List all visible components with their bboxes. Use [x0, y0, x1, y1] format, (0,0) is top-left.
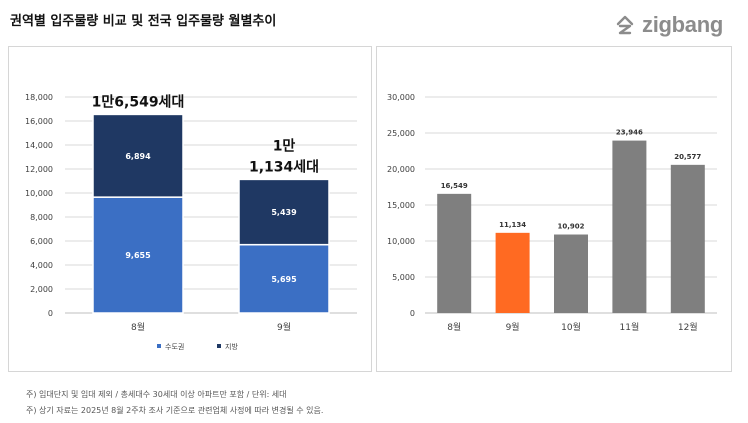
- monthly-trend-bar-chart: 0 5,000 10,000 15,000 20,000 25,000 30,000 16,5…: [387, 93, 717, 333]
- bar-capital-area: [238, 243, 330, 314]
- x-category-label: 12월: [678, 321, 698, 333]
- bar-regional-area: [238, 178, 330, 246]
- brand-logo: zigbang: [614, 12, 723, 38]
- legend-swatch-regional: [217, 344, 221, 348]
- x-category-label: 10월: [561, 321, 581, 333]
- x-category-label: 11월: [620, 321, 640, 333]
- bar-capital-area: [92, 196, 184, 314]
- bar-month: [554, 234, 588, 313]
- y-tick-label: 16,000: [25, 117, 53, 126]
- bar-value-label: 16,549: [441, 182, 468, 190]
- total-label: 1만6,549세대: [92, 94, 185, 110]
- y-tick-label: 10,000: [25, 189, 53, 198]
- bar-value-label: 9,655: [125, 251, 151, 260]
- y-tick-label: 8,000: [30, 213, 53, 222]
- bar-value-label: 20,577: [674, 153, 701, 161]
- y-tick-label: 2,000: [30, 285, 53, 294]
- y-tick-label: 0: [410, 309, 415, 318]
- y-tick-label: 6,000: [30, 237, 53, 246]
- x-category-label: 9월: [277, 321, 291, 333]
- bar-value-label: 10,902: [557, 223, 584, 231]
- y-tick-label: 15,000: [387, 201, 415, 210]
- bar-regional-area: [92, 113, 184, 198]
- bar-value-label: 5,695: [271, 275, 297, 284]
- total-label: 1만 1,134세대: [249, 138, 319, 175]
- legend-label-regional: 지방: [225, 342, 238, 351]
- page-title: 권역별 입주물량 비교 및 전국 입주물량 월별추이: [10, 14, 277, 29]
- y-tick-label: 20,000: [387, 165, 415, 174]
- legend-swatch-capital: [157, 344, 161, 348]
- y-tick-label: 18,000: [25, 93, 53, 102]
- total-label-line: 1,134세대: [249, 159, 319, 175]
- regional-comparison-panel: 0 2,000 4,000 6,000 8,000 10,000 12,000 14,000 1…: [8, 46, 372, 372]
- brand-name: zigbang: [642, 12, 724, 37]
- bar-month: [612, 140, 647, 313]
- regional-stacked-bar-chart: 0 2,000 4,000 6,000 8,000 10,000 12,000 14,000 1…: [25, 93, 357, 351]
- bar-value-label: 6,894: [125, 152, 151, 161]
- bar-month: [670, 164, 705, 313]
- bar-value-label: 23,946: [616, 129, 643, 137]
- bar-highlighted-month: [495, 232, 530, 313]
- monthly-trend-panel: 0 5,000 10,000 15,000 20,000 25,000 30,000 16,5…: [376, 46, 732, 372]
- y-tick-label: 14,000: [25, 141, 53, 150]
- y-tick-label: 12,000: [25, 165, 53, 174]
- bar-value-label: 11,134: [499, 221, 526, 229]
- y-tick-label: 25,000: [387, 129, 415, 138]
- x-category-label: 8월: [131, 321, 145, 333]
- x-category-label: 8월: [447, 321, 461, 333]
- footnote-2: 주) 상기 자료는 2025년 8월 2주차 조사 기준으로 관련업체 사정에 …: [26, 406, 324, 415]
- y-tick-label: 10,000: [387, 237, 415, 246]
- footnote-1: 주) 임대단지 및 임대 제외 / 총세대수 30세대 이상 아파트만 포함 /…: [26, 390, 287, 399]
- y-tick-label: 0: [48, 309, 53, 318]
- x-category-label: 9월: [506, 321, 520, 333]
- legend-label-capital: 수도권: [165, 343, 184, 351]
- bar-value-label: 5,439: [271, 208, 297, 217]
- y-tick-label: 5,000: [392, 273, 415, 282]
- total-label-line: 1만: [273, 138, 296, 154]
- y-tick-label: 30,000: [387, 93, 415, 102]
- zigbang-logo-icon: [616, 15, 634, 35]
- y-tick-label: 4,000: [30, 261, 53, 270]
- bar-month: [437, 193, 472, 313]
- total-label-line: 1만6,549세대: [92, 94, 185, 110]
